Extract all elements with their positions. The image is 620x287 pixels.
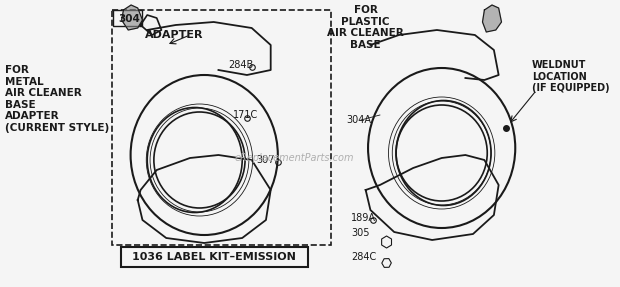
Text: 307: 307 <box>257 155 275 165</box>
Text: FOR
PLASTIC
AIR CLEANER
BASE: FOR PLASTIC AIR CLEANER BASE <box>327 5 404 50</box>
Text: WELDNUT
LOCATION
(IF EQUIPPED): WELDNUT LOCATION (IF EQUIPPED) <box>532 60 609 93</box>
Text: 304: 304 <box>118 14 141 24</box>
Text: 189A: 189A <box>352 213 376 223</box>
Text: 284C: 284C <box>352 252 377 262</box>
Text: ADAPTER: ADAPTER <box>145 30 204 40</box>
Polygon shape <box>122 5 143 30</box>
Text: 171C: 171C <box>232 110 258 120</box>
Text: 305: 305 <box>352 228 370 238</box>
Text: 1036 LABEL KIT–EMISSION: 1036 LABEL KIT–EMISSION <box>132 252 296 262</box>
Text: FOR
METAL
AIR CLEANER
BASE
ADAPTER
(CURRENT STYLE): FOR METAL AIR CLEANER BASE ADAPTER (CURR… <box>5 65 109 133</box>
Polygon shape <box>482 5 502 32</box>
Text: eReplacementParts.com: eReplacementParts.com <box>235 153 354 163</box>
FancyBboxPatch shape <box>121 247 308 267</box>
Text: 284B: 284B <box>228 60 253 70</box>
FancyBboxPatch shape <box>113 10 141 26</box>
Text: 304A: 304A <box>347 115 371 125</box>
